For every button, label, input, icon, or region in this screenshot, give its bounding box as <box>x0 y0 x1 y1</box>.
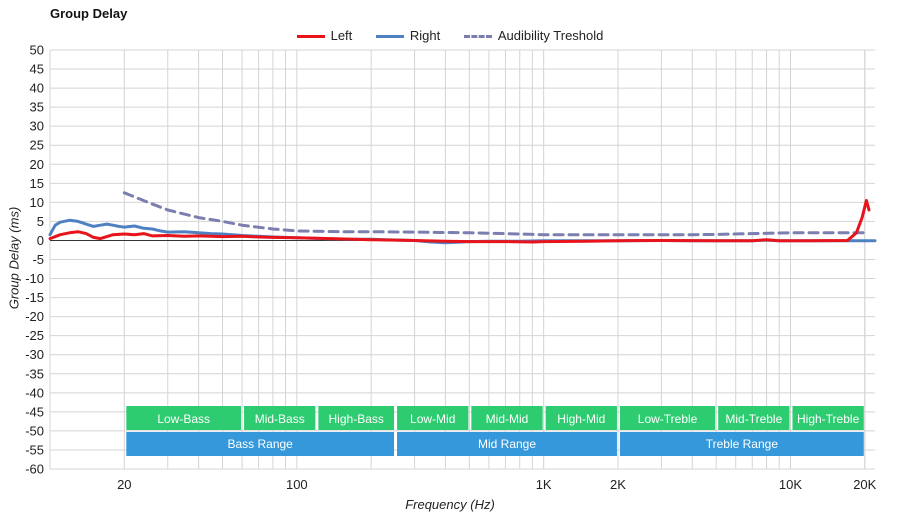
y-tick-label: 5 <box>37 214 44 229</box>
main-range-band <box>619 432 864 456</box>
y-axis-label: Group Delay (ms) <box>6 206 22 310</box>
x-tick-label: 20 <box>117 477 131 492</box>
main-range-band <box>397 432 617 456</box>
legend-label-left: Left <box>330 28 353 43</box>
y-tick-label: -10 <box>25 271 44 286</box>
sub-range-label: Mid-Bass <box>255 412 305 426</box>
y-tick-label: -45 <box>25 404 44 419</box>
y-tick-label: 40 <box>30 81 44 96</box>
y-tick-label: -15 <box>25 290 44 305</box>
x-axis-label: Frequency (Hz) <box>405 497 495 512</box>
main-range-band <box>126 432 395 456</box>
threshold-series-line <box>122 191 867 237</box>
sub-range-label: Low-Mid <box>410 412 455 426</box>
y-tick-label: 30 <box>30 119 44 134</box>
legend-label-threshold: Audibility Treshold <box>497 28 604 43</box>
main-range-label: Treble Range <box>706 437 779 451</box>
y-tick-label: -60 <box>25 462 44 477</box>
sub-range-band <box>318 406 395 430</box>
y-tick-label: 20 <box>30 157 44 172</box>
sub-range-band <box>397 406 469 430</box>
sub-range-band <box>126 406 242 430</box>
x-tick-label: 1K <box>536 477 552 492</box>
y-tick-label: 10 <box>30 195 44 210</box>
main-range-label: Bass Range <box>227 437 293 451</box>
chart-title: Group Delay <box>50 6 128 21</box>
sub-range-band <box>244 406 316 430</box>
legend-item-right[interactable]: Right <box>375 28 441 43</box>
chart-legend: Left Right Audibility Treshold <box>0 28 900 43</box>
x-tick-label: 2K <box>610 477 626 492</box>
y-tick-label: -50 <box>25 423 44 438</box>
sub-range-band <box>471 406 543 430</box>
sub-range-label: High-Mid <box>557 412 605 426</box>
y-tick-label: -25 <box>25 328 44 343</box>
y-tick-label: -55 <box>25 442 44 457</box>
sub-range-band <box>619 406 716 430</box>
legend-swatch-right <box>375 35 404 39</box>
y-tick-label: -35 <box>25 366 44 381</box>
sub-range-label: Mid-Mid <box>486 412 529 426</box>
sub-range-band <box>545 406 617 430</box>
x-tick-label: 20K <box>853 477 876 492</box>
sub-range-label: High-Treble <box>797 412 860 426</box>
y-tick-label: 15 <box>30 176 44 191</box>
legend-item-threshold[interactable]: Audibility Treshold <box>463 28 604 43</box>
y-tick-label: -5 <box>32 252 44 267</box>
y-tick-label: -20 <box>25 309 44 324</box>
legend-label-right: Right <box>409 28 441 43</box>
sub-range-label: Low-Bass <box>157 412 210 426</box>
y-tick-label: 50 <box>30 43 44 58</box>
legend-item-left[interactable]: Left <box>296 28 353 43</box>
sub-range-band <box>792 406 864 430</box>
y-tick-label: 25 <box>30 138 44 153</box>
legend-swatch-left <box>296 35 325 39</box>
left-series-line <box>48 199 871 244</box>
sub-range-band <box>718 406 790 430</box>
x-tick-label: 10K <box>779 477 802 492</box>
y-tick-label: 45 <box>30 62 44 77</box>
sub-range-label: Mid-Treble <box>725 412 782 426</box>
y-tick-label: -30 <box>25 347 44 362</box>
y-tick-label: -40 <box>25 385 44 400</box>
y-tick-label: 35 <box>30 100 44 115</box>
sub-range-label: Low-Treble <box>638 412 698 426</box>
main-range-label: Mid Range <box>478 437 536 451</box>
y-tick-label: 0 <box>37 233 44 248</box>
x-tick-label: 100 <box>286 477 308 492</box>
legend-swatch-threshold <box>463 35 492 39</box>
sub-range-label: High-Bass <box>329 412 384 426</box>
